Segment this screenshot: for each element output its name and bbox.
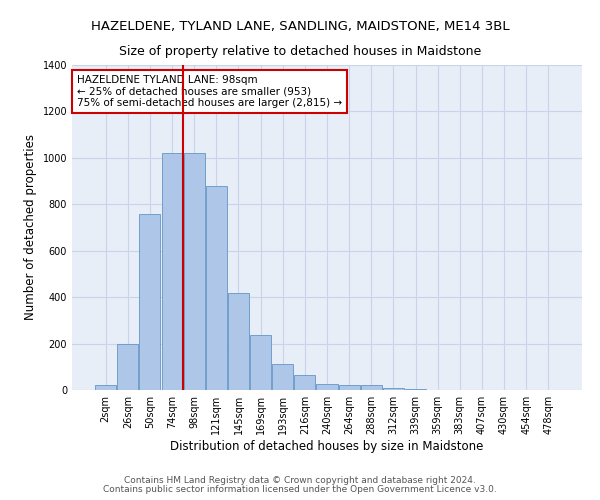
Bar bbox=[295, 375, 316, 390]
Text: Contains public sector information licensed under the Open Government Licence v3: Contains public sector information licen… bbox=[103, 485, 497, 494]
Bar bbox=[316, 384, 338, 390]
Bar bbox=[228, 292, 249, 390]
Bar bbox=[184, 153, 205, 390]
Bar bbox=[383, 388, 404, 390]
Text: Size of property relative to detached houses in Maidstone: Size of property relative to detached ho… bbox=[119, 45, 481, 58]
Bar bbox=[206, 186, 227, 390]
Text: HAZELDENE TYLAND LANE: 98sqm
← 25% of detached houses are smaller (953)
75% of s: HAZELDENE TYLAND LANE: 98sqm ← 25% of de… bbox=[77, 74, 342, 108]
Bar bbox=[118, 344, 139, 390]
Bar bbox=[161, 153, 182, 390]
Text: Contains HM Land Registry data © Crown copyright and database right 2024.: Contains HM Land Registry data © Crown c… bbox=[124, 476, 476, 485]
Bar bbox=[139, 214, 160, 390]
Bar bbox=[405, 389, 426, 390]
Text: HAZELDENE, TYLAND LANE, SANDLING, MAIDSTONE, ME14 3BL: HAZELDENE, TYLAND LANE, SANDLING, MAIDST… bbox=[91, 20, 509, 33]
Bar bbox=[361, 386, 382, 390]
Bar bbox=[95, 386, 116, 390]
Y-axis label: Number of detached properties: Number of detached properties bbox=[24, 134, 37, 320]
X-axis label: Distribution of detached houses by size in Maidstone: Distribution of detached houses by size … bbox=[170, 440, 484, 452]
Bar bbox=[338, 386, 359, 390]
Bar bbox=[250, 336, 271, 390]
Bar bbox=[272, 364, 293, 390]
